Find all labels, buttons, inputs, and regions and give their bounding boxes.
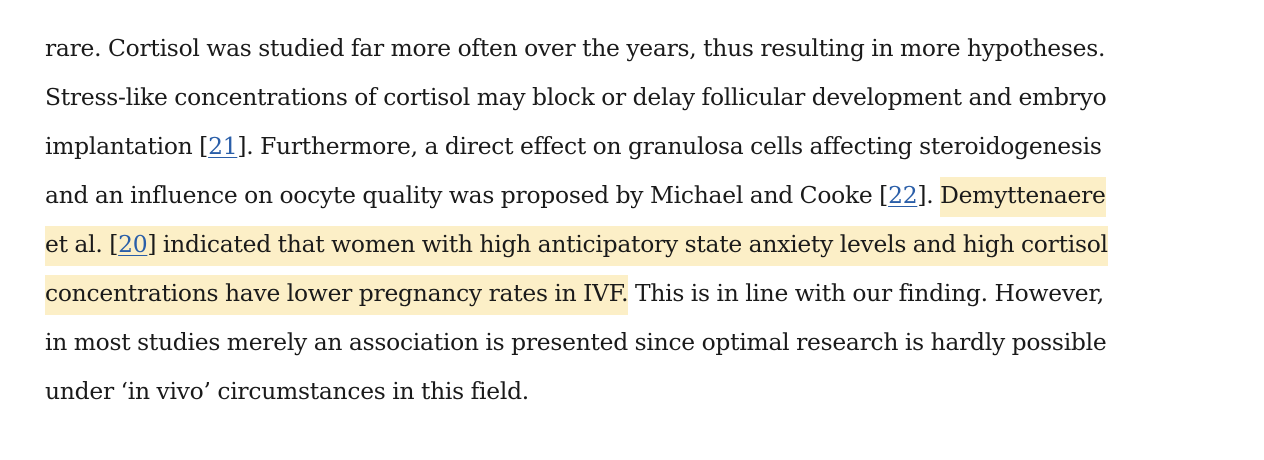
paragraph-line-1: rare. Cortisol was studied far more ofte… — [45, 24, 1245, 73]
citation-link-21[interactable]: 21 — [208, 132, 238, 160]
highlighted-text[interactable]: et al. [20] indicated that women with hi… — [45, 226, 1108, 266]
paragraph-line-6: concentrations have lower pregnancy rate… — [45, 269, 1245, 318]
text-segment: and an influence on oocyte quality was p… — [45, 181, 889, 209]
text-segment: rare. Cortisol was studied far more ofte… — [45, 34, 1106, 62]
text-segment: Stress-like concentrations of cortisol m… — [45, 83, 1107, 111]
text-segment: implantation [ — [45, 132, 209, 160]
paragraph-line-4: and an influence on oocyte quality was p… — [45, 171, 1245, 220]
article-paragraph: rare. Cortisol was studied far more ofte… — [45, 24, 1245, 416]
highlighted-text[interactable]: concentrations have lower pregnancy rate… — [45, 275, 629, 315]
text-segment: This is in line with our finding. Howeve… — [628, 279, 1104, 307]
paragraph-line-2: Stress-like concentrations of cortisol m… — [45, 73, 1245, 122]
highlighted-text[interactable]: Demyttenaere — [940, 177, 1106, 217]
text-segment: ] indicated that women with high anticip… — [147, 230, 1108, 258]
text-segment: et al. [ — [45, 230, 119, 258]
paragraph-line-8: under ‘in vivo’ circumstances in this fi… — [45, 367, 1245, 416]
text-segment: ]. — [917, 181, 941, 209]
text-segment: in most studies merely an association is… — [45, 328, 1107, 356]
text-segment: under ‘in vivo’ circumstances in this fi… — [45, 377, 529, 405]
citation-link-22[interactable]: 22 — [888, 181, 918, 209]
paragraph-line-7: in most studies merely an association is… — [45, 318, 1245, 367]
paragraph-line-5: et al. [20] indicated that women with hi… — [45, 220, 1245, 269]
citation-link-20[interactable]: 20 — [118, 230, 148, 258]
text-segment: ]. Furthermore, a direct effect on granu… — [237, 132, 1102, 160]
paragraph-line-3: implantation [21]. Furthermore, a direct… — [45, 122, 1245, 171]
